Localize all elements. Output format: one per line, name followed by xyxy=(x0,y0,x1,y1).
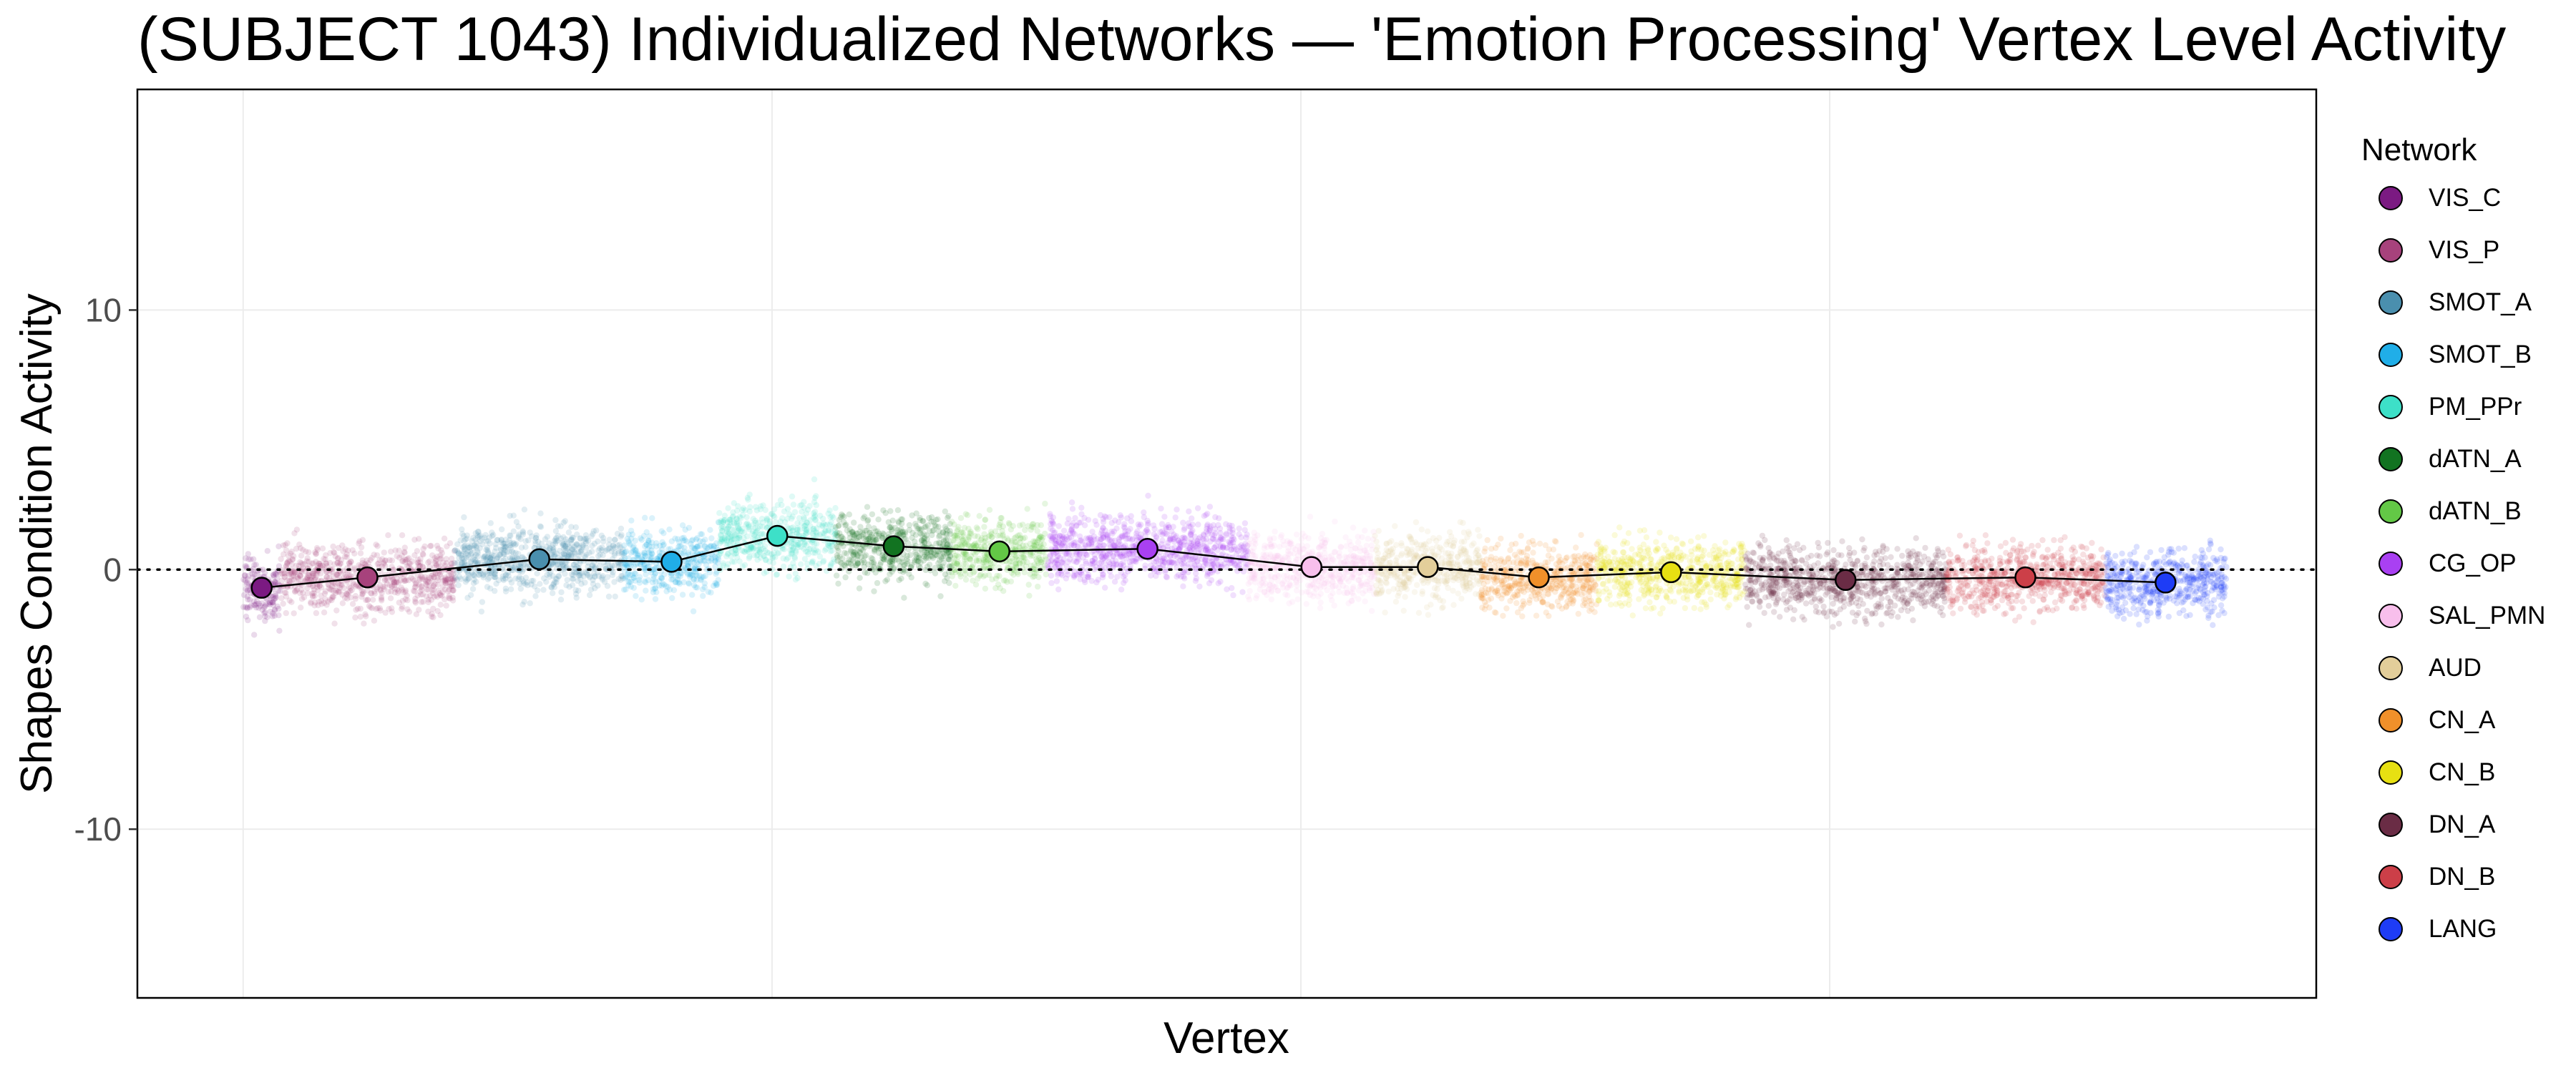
legend-swatch xyxy=(2379,864,2403,889)
legend-item-lang: LANG xyxy=(2361,903,2545,955)
y-axis: -10 0 10 xyxy=(74,291,137,848)
legend-item-dn-a: DN_A xyxy=(2361,798,2545,851)
mean-point-datn-b xyxy=(988,540,1010,563)
legend-item-smot-a: SMOT_A xyxy=(2361,276,2545,328)
mean-point-pm-ppr xyxy=(766,524,789,547)
network-points-datn-a xyxy=(832,504,955,601)
mean-point-smot-a xyxy=(528,548,550,571)
mean-point-cn-b xyxy=(1660,561,1682,584)
network-points-cn-b xyxy=(1594,524,1748,619)
legend-label: VIS_P xyxy=(2429,235,2500,264)
legend-item-vis-p: VIS_P xyxy=(2361,224,2545,276)
legend-swatch xyxy=(2379,290,2403,315)
legend-swatch xyxy=(2379,185,2403,210)
legend-item-smot-b: SMOT_B xyxy=(2361,328,2545,381)
mean-point-aud xyxy=(1417,556,1439,578)
mean-point-cn-a xyxy=(1528,566,1550,589)
legend-label: CN_A xyxy=(2429,705,2496,734)
network-points-dn-b xyxy=(1943,532,2108,625)
legend-item-dn-b: DN_B xyxy=(2361,851,2545,903)
network-points-dn-a xyxy=(1742,532,1949,630)
legend-swatch xyxy=(2379,916,2403,941)
legend-label: DN_B xyxy=(2429,862,2496,891)
mean-point-vis-p xyxy=(356,566,379,589)
mean-point-datn-a xyxy=(882,535,905,557)
legend-swatch xyxy=(2379,707,2403,733)
chart-title: (SUBJECT 1043) Individualized Networks —… xyxy=(137,5,2507,74)
legend-swatch xyxy=(2379,655,2403,680)
network-points-smot-a xyxy=(452,506,628,615)
legend-item-cn-b: CN_B xyxy=(2361,746,2545,798)
legend-label: dATN_B xyxy=(2429,496,2522,525)
legend-label: AUD xyxy=(2429,653,2482,682)
legend-swatch xyxy=(2379,237,2403,263)
legend-label: VIS_C xyxy=(2429,183,2502,212)
legend-swatch xyxy=(2379,499,2403,524)
mean-point-vis-c xyxy=(250,577,273,599)
legend-label: SMOT_A xyxy=(2429,288,2532,316)
legend-label: LANG xyxy=(2429,914,2497,943)
y-tick-label: 10 xyxy=(85,291,122,328)
legend-swatch xyxy=(2379,812,2403,837)
y-tick-label: 0 xyxy=(103,551,122,588)
legend-swatch xyxy=(2379,760,2403,785)
legend-items: VIS_C VIS_P SMOT_A SMOT_B PM_PPr dATN_A dATN_B… xyxy=(2361,172,2545,955)
mean-point-smot-b xyxy=(660,551,683,573)
legend-label: PM_PPr xyxy=(2429,392,2522,421)
legend-item-cn-a: CN_A xyxy=(2361,694,2545,746)
legend: Network VIS_C VIS_P SMOT_A SMOT_B PM_PPr dATN… xyxy=(2361,129,2545,955)
y-tick-label: -10 xyxy=(74,810,122,848)
legend-item-pm-ppr: PM_PPr xyxy=(2361,381,2545,433)
mean-point-dn-b xyxy=(2014,566,2036,589)
legend-title: Network xyxy=(2361,132,2477,167)
legend-swatch xyxy=(2379,551,2403,576)
legend-label: SMOT_B xyxy=(2429,340,2532,368)
legend-swatch xyxy=(2379,394,2403,419)
mean-point-sal-pmn xyxy=(1300,556,1323,578)
mean-point-dn-a xyxy=(1834,569,1857,592)
legend-label: CG_OP xyxy=(2429,549,2517,577)
x-axis-label: Vertex xyxy=(1163,1014,1289,1063)
legend-item-vis-c: VIS_C xyxy=(2361,172,2545,224)
mean-point-lang xyxy=(2155,572,2177,594)
y-axis-label: Shapes Condition Activity xyxy=(12,293,62,794)
legend-item-aud: AUD xyxy=(2361,642,2545,694)
legend-item-datn-b: dATN_B xyxy=(2361,485,2545,537)
legend-label: SAL_PMN xyxy=(2429,601,2546,629)
legend-swatch xyxy=(2379,446,2403,471)
legend-item-datn-a: dATN_A xyxy=(2361,433,2545,485)
legend-swatch xyxy=(2379,342,2403,367)
network-means xyxy=(250,524,2177,599)
legend-item-sal-pmn: SAL_PMN xyxy=(2361,589,2545,642)
legend-item-cg-op: CG_OP xyxy=(2361,537,2545,589)
legend-swatch xyxy=(2379,603,2403,628)
plot-panel-border xyxy=(136,88,2318,999)
legend-label: dATN_A xyxy=(2429,444,2522,473)
mean-point-cg-op xyxy=(1136,538,1158,560)
legend-label: CN_B xyxy=(2429,758,2496,786)
legend-label: DN_A xyxy=(2429,810,2496,838)
